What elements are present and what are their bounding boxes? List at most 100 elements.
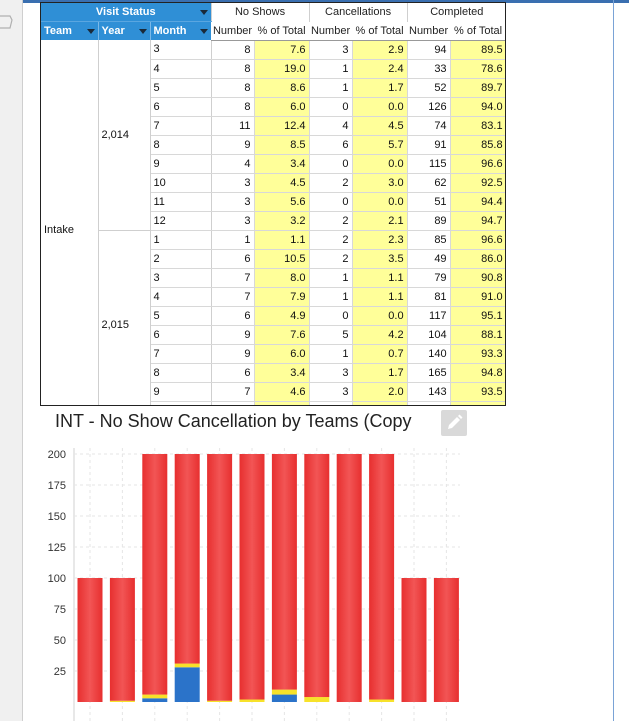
bar-segment-red[interactable] [271,454,297,690]
bar-segment-red[interactable] [109,578,135,701]
completed-number: 52 [407,78,451,98]
chevron-down-icon[interactable] [86,29,95,34]
y-tick-label: 125 [48,542,66,554]
year-cell: 2,014 [98,40,151,231]
no-shows-number: 7 [211,382,255,402]
column-header-pct-total: % of Total [254,21,310,41]
no-shows-pct: 7.6 [254,325,310,345]
table-row: 2,015 1 1 1.1 2 2.3 85 96.6 [41,230,505,405]
bar-segment-blue[interactable] [271,694,297,702]
bar-segment-yellow[interactable] [109,700,135,702]
bar-stack[interactable] [271,454,297,702]
month-cell: 12 [150,211,212,231]
column-header-number: Number [309,21,353,41]
table-row: 1077.111.09191.9 [41,401,505,405]
team-header[interactable]: Team [41,21,99,40]
edit-chart-button[interactable] [441,410,467,436]
bar-segment-red[interactable] [304,454,330,698]
bar-segment-yellow[interactable] [207,700,233,702]
month-cell: 5 [150,78,212,98]
bar-stack[interactable] [77,578,103,702]
bar-stack[interactable] [109,578,135,702]
completed-pct: 92.5 [450,173,505,193]
completed-pct: 94.8 [450,363,505,383]
completed-number: 89 [407,211,451,231]
year-header[interactable]: Year [98,21,151,40]
team-label: Team [44,25,72,37]
completed-number: 117 [407,306,451,326]
no-shows-number: 9 [211,325,255,345]
cancellations-number: 1 [309,78,353,98]
table-row: 7 9 6.0 1 0.7 140 93.3 [41,344,505,364]
cancellations-number: 4 [309,116,353,136]
bar-segment-yellow[interactable] [174,663,200,668]
bar-stack[interactable] [369,454,395,702]
cancellations-pct: 2.0 [352,382,408,402]
cancellations-number: 1 [309,401,353,405]
bar-segment-red[interactable] [174,454,200,664]
bar-segment-red[interactable] [77,578,103,702]
cancellations-pct: 0.0 [352,306,408,326]
bar-segment-blue[interactable] [174,667,200,702]
bar-segment-yellow[interactable] [239,699,265,702]
bar-stack[interactable] [142,454,168,702]
bar-segment-red[interactable] [207,454,233,701]
no-shows-pct: 3.4 [254,363,310,383]
bar-segment-red[interactable] [239,454,265,700]
table-row: 6 8 6.0 0 0.0 126 94.0 [41,97,505,117]
cancellations-number: 0 [309,306,353,326]
chevron-down-icon[interactable] [138,29,147,34]
month-cell: 8 [150,135,212,155]
bar-stack[interactable] [401,578,427,702]
bar-segment-yellow[interactable] [304,697,330,702]
bar-stack[interactable] [239,454,265,702]
cancellations-number: 3 [309,382,353,402]
cancellations-pct: 2.3 [352,230,408,250]
completed-number: 85 [407,230,451,250]
bar-segment-red[interactable] [336,454,362,702]
cancellations-number: 2 [309,230,353,250]
bar-segment-blue[interactable] [142,698,168,702]
cancellations-number: 1 [309,344,353,364]
bar-segment-red[interactable] [369,454,395,700]
month-header[interactable]: Month [150,21,212,40]
bar-stack[interactable] [304,454,330,702]
month-cell: 9 [150,382,212,402]
no-shows-number: 9 [211,344,255,364]
completed-pct: 96.6 [450,230,505,250]
bar-segment-yellow[interactable] [271,689,297,695]
table-row: 11 3 5.6 0 0.0 51 94.4 [41,192,505,212]
chevron-down-icon[interactable] [199,10,208,15]
bar-stack[interactable] [433,578,459,702]
no-shows-pct: 6.0 [254,344,310,364]
bar-stack[interactable] [207,454,233,702]
completed-pct: 93.3 [450,344,505,364]
bar-segment-red[interactable] [433,578,459,702]
tab-shape-icon [0,15,13,29]
cancellations-number: 2 [309,173,353,193]
no-shows-pct: 3.4 [254,154,310,174]
bar-segment-red[interactable] [142,454,168,695]
y-tick-label: 150 [48,511,66,523]
y-tick-label: 100 [48,573,66,585]
completed-number: 33 [407,59,451,79]
month-cell: 10 [150,173,212,193]
cancellations-pct: 3.0 [352,173,408,193]
bar-stack[interactable] [336,454,362,702]
column-header-pct-total: % of Total [450,21,505,41]
visit-status-header[interactable]: Visit Status [41,3,212,22]
bar-segment-yellow[interactable] [142,694,168,699]
completed-pct: 94.0 [450,97,505,117]
bar-stack[interactable] [174,454,200,702]
no-shows-number: 11 [211,116,255,136]
bar-segment-red[interactable] [401,578,427,702]
cancellations-number: 0 [309,154,353,174]
no-shows-number: 8 [211,59,255,79]
completed-pct: 95.1 [450,306,505,326]
bar-segment-yellow[interactable] [369,699,395,702]
no-shows-pct: 8.6 [254,78,310,98]
completed-number: 74 [407,116,451,136]
chevron-down-icon[interactable] [200,29,209,34]
completed-pct: 94.4 [450,192,505,212]
cancellations-number: 1 [309,59,353,79]
